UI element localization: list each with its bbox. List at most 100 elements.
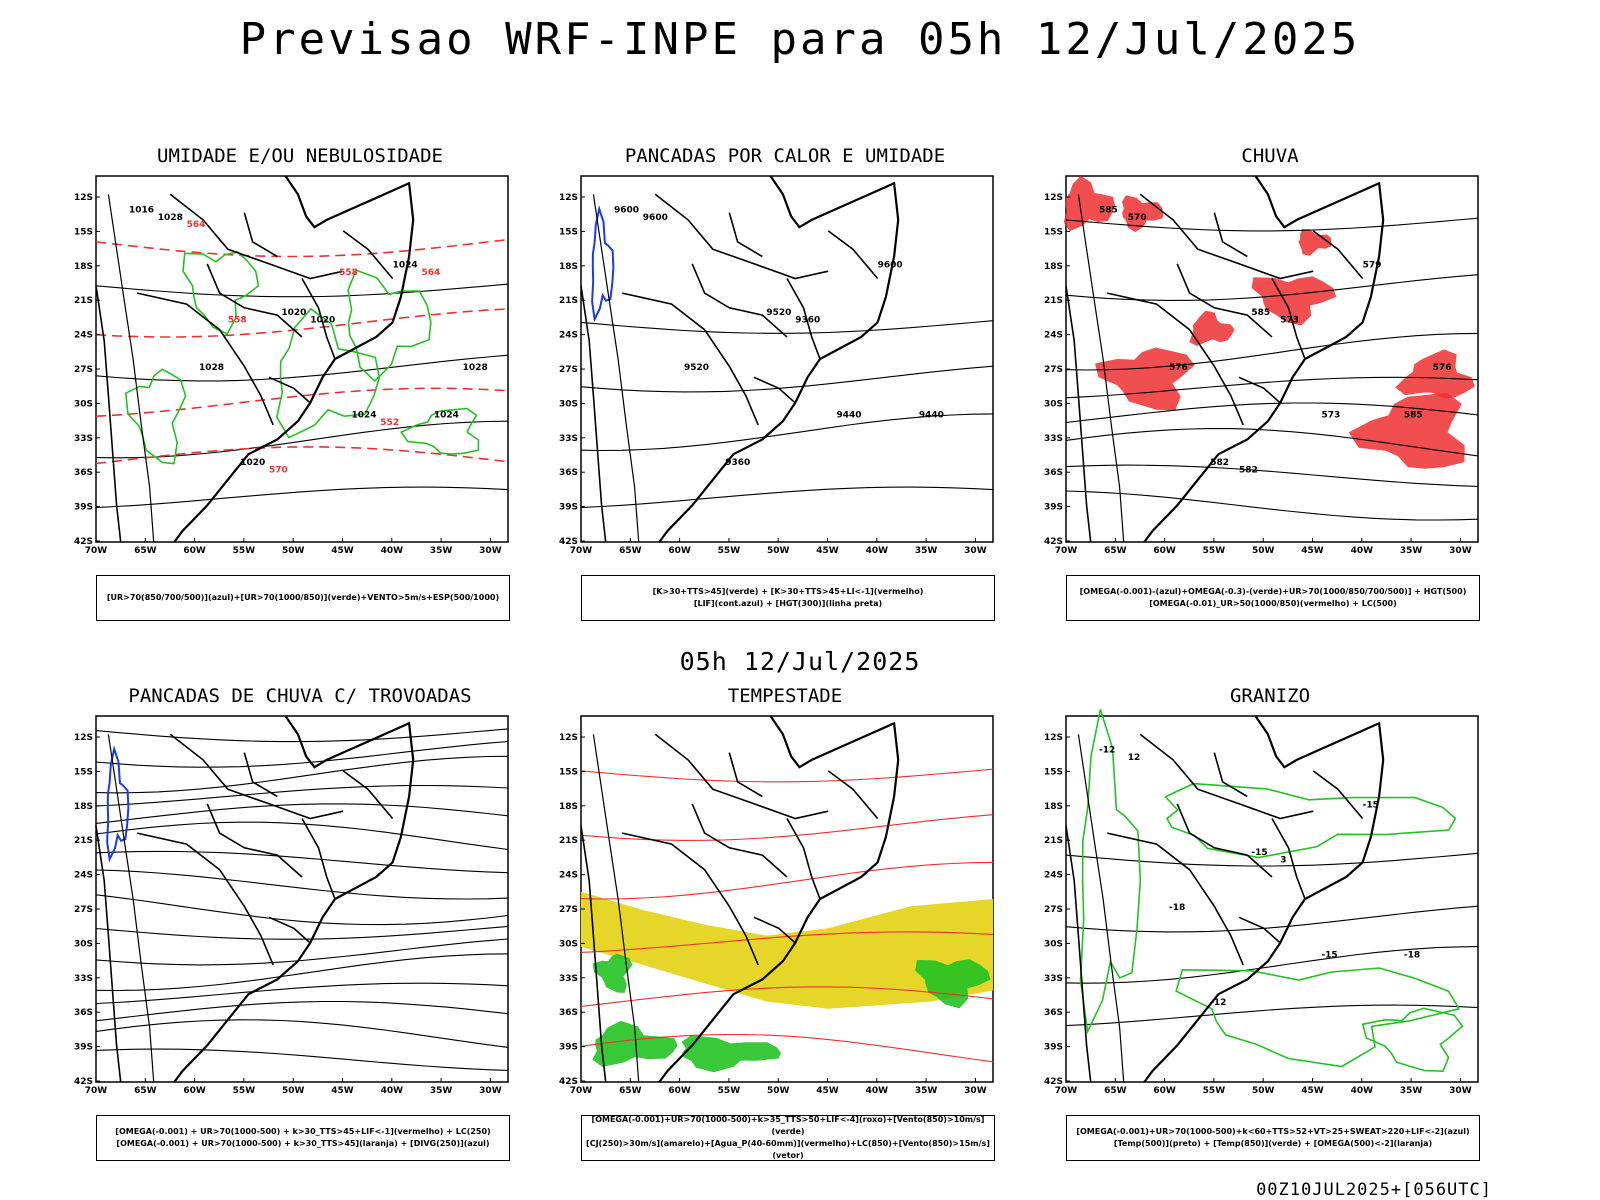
lon-tick-label: 55W <box>1203 546 1226 556</box>
streamline <box>95 821 509 851</box>
lat-tick-label: 33S <box>559 974 578 984</box>
legend-line: [OMEGA(-0.001) + UR>70(1000-500) + k>30_… <box>116 1139 490 1148</box>
contour-label: 12 <box>1128 753 1141 763</box>
panel-title: CHUVA <box>1241 145 1299 167</box>
lon-tick-label: 30W <box>964 1086 987 1096</box>
streamline <box>95 755 509 794</box>
lat-tick-label: 15S <box>1044 227 1063 237</box>
contour-label: 564 <box>187 220 206 230</box>
border-line <box>786 278 821 360</box>
lat-tick-label: 24S <box>559 871 578 881</box>
lon-tick-label: 60W <box>1153 546 1176 556</box>
lat-tick-label: 39S <box>559 503 578 513</box>
contour-line <box>95 486 509 509</box>
legend-line: [OMEGA(-0.01)_UR>50(1000/850)(vermelho) … <box>1149 599 1397 608</box>
contour-line <box>1065 332 1479 371</box>
map-frame <box>580 175 994 543</box>
lat-tick-label: 30S <box>1044 939 1063 949</box>
wind-area <box>592 1020 678 1067</box>
streamline <box>95 784 509 807</box>
lat-tick-label: 36S <box>1044 1008 1063 1018</box>
contour-line <box>1065 428 1479 457</box>
lat-tick-label: 33S <box>1044 974 1063 984</box>
lon-tick-label: 35W <box>915 546 938 556</box>
streamline <box>95 740 509 768</box>
contour-label: 1028 <box>199 363 224 373</box>
border-line <box>137 832 274 966</box>
contour-label: -15 <box>1363 801 1379 811</box>
lon-tick-label: 35W <box>430 546 453 556</box>
lon-tick-label: 35W <box>430 1086 453 1096</box>
contour-line <box>1065 905 1479 933</box>
lat-tick-label: 27S <box>1044 905 1063 915</box>
border-line <box>1238 916 1281 944</box>
contour-label: 558 <box>339 268 358 278</box>
lat-tick-label: 24S <box>1044 331 1063 341</box>
lat-tick-label: 39S <box>1044 1043 1063 1053</box>
lat-tick-label: 21S <box>74 296 93 306</box>
coastline <box>658 175 900 543</box>
contour-line <box>1065 852 1479 867</box>
precip-area <box>1395 349 1475 399</box>
border-line <box>1271 278 1306 360</box>
panel-tempestade: TEMPESTADE 12S 15S 18S 21S 24S 27S 30S 33S 36S 39… <box>559 685 1005 1161</box>
temp850-contour <box>1361 1007 1464 1073</box>
legend-line: [LIF](cont.azul) + [HGT(300)](linha pret… <box>693 599 883 608</box>
contour-label: 1020 <box>240 458 265 468</box>
border-line <box>728 212 763 258</box>
panel-granizo: GRANIZO -12 -15 -18 -12 -15 -18 -15 12 3 12S 15S 18… <box>1044 685 1490 1161</box>
lon-tick-label: 40W <box>866 546 889 556</box>
lat-tick-label: 39S <box>74 1043 93 1053</box>
lif-contour <box>591 204 615 323</box>
lat-tick-label: 15S <box>559 227 578 237</box>
wind-area <box>681 1035 781 1073</box>
precip-area <box>1189 310 1235 346</box>
legend-box: [K>30+TTS>45](verde) + [K>30+TTS>45+LI<-… <box>581 575 995 621</box>
contour-label: 585 <box>1251 308 1270 318</box>
lat-tick-label: 36S <box>1044 468 1063 478</box>
border-line <box>691 263 788 338</box>
border-line <box>1139 733 1314 820</box>
contour-line <box>95 354 509 382</box>
streamline <box>95 925 509 940</box>
contour-line <box>1065 376 1479 399</box>
border-line <box>1312 770 1364 820</box>
lon-tick-label: 70W <box>1055 1086 1078 1096</box>
legend-line: [CJ(250)>30m/s](amarelo)+[Agua_P(40-60mm… <box>586 1139 990 1160</box>
streamline <box>95 728 509 743</box>
contour-label: 1024 <box>434 411 459 421</box>
panel-title: UMIDADE E/OU NEBULOSIDADE <box>157 145 443 167</box>
jet-stream-area <box>581 891 993 1009</box>
panel-pancadas-calor: PANCADAS POR CALOR E UMIDADE 9600 9520 944… <box>559 145 1005 621</box>
border-line <box>1107 292 1244 426</box>
precip-area <box>1251 276 1337 326</box>
contour-line <box>580 768 994 783</box>
lon-tick-label: 70W <box>570 1086 593 1096</box>
border-line <box>268 376 311 404</box>
lat-tick-label: 42S <box>559 537 578 547</box>
lat-tick-label: 33S <box>74 434 93 444</box>
legend-line: [OMEGA(-0.001)-(azul)+OMEGA(-0.3)-(verde… <box>1079 587 1467 596</box>
lon-tick-label: 65W <box>134 1086 157 1096</box>
legend-line: [OMEGA(-0.001)+UR>70(1000-500)+k<60+TTS>… <box>1076 1127 1470 1136</box>
map-granizo: -12 -15 -18 -12 -15 -18 -15 12 3 12S 15S 18S 21S 24S 2… <box>1044 709 1479 1096</box>
contour-label: -12 <box>1099 746 1115 756</box>
border-line <box>1176 263 1273 338</box>
streamline <box>95 938 509 966</box>
coastline <box>1143 715 1385 1083</box>
contour-label: 579 <box>1363 261 1382 271</box>
lon-tick-label: 45W <box>1301 1086 1324 1096</box>
contour-label: -12 <box>1210 998 1226 1008</box>
lat-tick-label: 27S <box>559 905 578 915</box>
border-line <box>827 230 879 280</box>
border-line <box>827 770 879 820</box>
contour-line <box>1065 464 1479 487</box>
lon-tick-label: 70W <box>1055 546 1078 556</box>
lat-tick-label: 21S <box>559 296 578 306</box>
lat-tick-label: 42S <box>74 1077 93 1087</box>
coastline <box>95 825 122 1083</box>
map-pancadas-calor: 9600 9520 9440 9360 9600 9520 9440 9600 9360 12S 1… <box>559 175 994 556</box>
lat-tick-label: 30S <box>74 939 93 949</box>
lat-tick-label: 33S <box>74 974 93 984</box>
contour-line <box>1065 402 1479 424</box>
